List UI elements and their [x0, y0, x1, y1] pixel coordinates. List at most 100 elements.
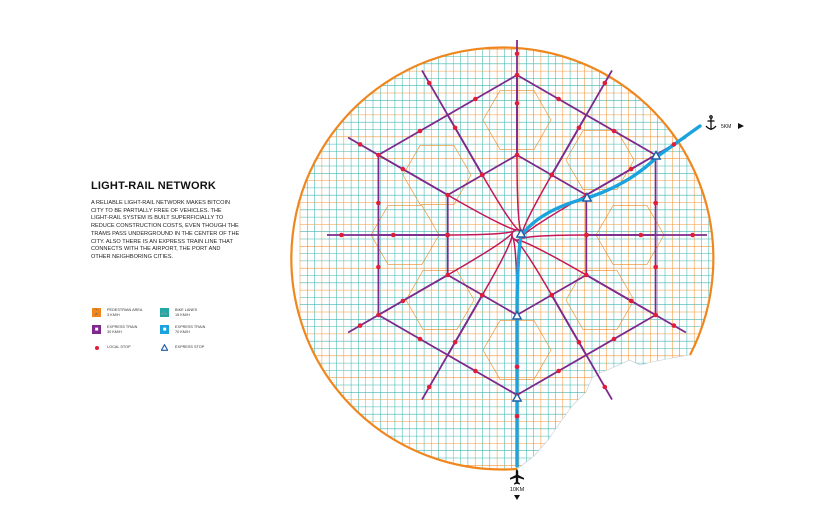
- legend-express-train-70-label: EXPRESS TRAIN 70 KM/H: [175, 325, 206, 334]
- legend-express-train-70: ■ EXPRESS TRAIN 70 KM/H: [160, 325, 205, 334]
- local-stop-dot: [376, 152, 381, 158]
- description-text: A RELIABLE LIGHT-RAIL NETWORK MAKES BITC…: [91, 200, 240, 260]
- express-stop-marker: [515, 228, 527, 238]
- rail-connector: [550, 294, 588, 356]
- local-stop-dot: [514, 152, 520, 158]
- local-stop-dot: [390, 232, 396, 238]
- local-stop-dot: [549, 172, 554, 178]
- local-stop-dot: [426, 80, 432, 86]
- express-stop-marker: [511, 310, 523, 320]
- rail-connector: [585, 274, 657, 316]
- airplane-icon: [510, 469, 524, 485]
- local-stop-dot: [514, 364, 520, 370]
- airport-distance-label: 10KM: [510, 487, 525, 493]
- local-stop-dot: [417, 128, 423, 134]
- express-stop-marker: [650, 150, 662, 160]
- local-stop-dot: [671, 142, 677, 147]
- local-stop-dot: [445, 272, 451, 278]
- express-line: [515, 124, 702, 468]
- neighbourhood-block: [565, 270, 635, 330]
- neighbourhood-block: [482, 320, 552, 380]
- local-stop-dot: [357, 323, 363, 328]
- local-stop-dot: [445, 232, 451, 238]
- local-stop-dot: [653, 264, 658, 270]
- page-title: LIGHT-RAIL NETWORK: [91, 180, 216, 192]
- legend-local-stop: LOCAL STOP: [92, 343, 131, 352]
- local-stop-dot: [426, 384, 432, 390]
- local-stop-dot: [514, 51, 520, 57]
- local-stop-dot: [473, 368, 478, 374]
- local-stop-dot: [671, 323, 677, 328]
- neighbourhood-block: [482, 90, 552, 150]
- arrow-right-icon: [738, 123, 744, 129]
- tram-icon: ■: [92, 325, 101, 334]
- legend-bike-label: BIKE LANES 15 KM/H: [175, 308, 198, 317]
- local-stop-dot: [514, 101, 520, 106]
- local-stop-dot: [653, 312, 658, 318]
- rail-connector: [550, 114, 588, 176]
- rail-connector: [377, 154, 449, 196]
- express-stops: [511, 150, 662, 402]
- red-dot-icon: [92, 343, 101, 352]
- rail-connector: [446, 294, 484, 356]
- anchor-icon: [705, 115, 717, 130]
- local-stop-dot: [452, 125, 458, 131]
- legend-bike: 🚲 BIKE LANES 15 KM/H: [160, 308, 197, 317]
- local-stop-dot: [376, 200, 381, 206]
- legend-express-train-30-label: EXPRESS TRAIN 30 KM/H: [107, 325, 138, 334]
- neighbourhood-block: [402, 145, 472, 205]
- bicycle-icon: 🚲: [160, 308, 169, 317]
- local-stop-dot: [628, 166, 634, 172]
- neighbourhood-block: [565, 130, 635, 190]
- local-stop-dot: [400, 166, 406, 172]
- local-stop-dot: [611, 128, 617, 134]
- city-boundary: [290, 46, 715, 471]
- local-stop-dot: [602, 80, 608, 86]
- local-stop-dot: [611, 336, 617, 342]
- triangle-icon: [160, 343, 169, 352]
- legend-pedestrian: 🚶 PEDESTRIAN AREA 3 KM/H: [92, 308, 142, 317]
- local-stop-dot: [400, 298, 406, 304]
- local-stop-dot: [452, 339, 458, 345]
- legend-express-stop-label: EXPRESS STOP: [175, 345, 205, 349]
- local-stop-dot: [417, 336, 423, 342]
- local-stop-dot: [376, 264, 381, 270]
- local-stop-dot: [339, 232, 344, 238]
- local-stops: [339, 51, 695, 419]
- local-stop-dot: [690, 232, 695, 238]
- local-stop-dot: [549, 292, 554, 298]
- local-stop-dot: [514, 72, 520, 78]
- local-stop-dot: [473, 96, 478, 102]
- legend-pedestrian-label: PEDESTRIAN AREA 3 KM/H: [107, 308, 143, 317]
- local-stop-dot: [628, 298, 634, 304]
- rail-connector: [446, 114, 484, 176]
- local-stop-dot: [556, 96, 561, 102]
- local-stop-dot: [576, 339, 582, 345]
- arrow-down-icon: [514, 495, 520, 500]
- legend-express-train-30: ■ EXPRESS TRAIN 30 KM/H: [92, 325, 137, 334]
- local-stop-dot: [576, 125, 582, 131]
- local-stop-dot: [602, 384, 608, 390]
- local-stop-dot: [556, 368, 561, 374]
- local-stop-dot: [638, 232, 644, 238]
- local-stop-dot: [480, 172, 485, 178]
- rail-connector: [585, 154, 657, 196]
- legend-express-stop: EXPRESS STOP: [160, 343, 204, 352]
- express-stop-marker: [511, 392, 523, 402]
- port-distance-label: 5KM: [721, 124, 731, 130]
- walking-person-icon: 🚶: [92, 308, 101, 317]
- local-stop-dot: [480, 292, 485, 298]
- express-stop-marker: [581, 192, 593, 202]
- local-stop-dot: [653, 200, 658, 206]
- local-stop-dot: [514, 413, 520, 419]
- city-boundary-edge: [516, 354, 691, 470]
- rail-connector: [377, 274, 449, 316]
- local-stop-dot: [357, 142, 363, 147]
- local-stop-dot: [584, 232, 589, 238]
- train-icon: ■: [160, 325, 169, 334]
- local-stop-dot: [445, 192, 451, 198]
- local-stop-dot: [584, 272, 589, 278]
- legend-local-stop-label: LOCAL STOP: [107, 345, 131, 349]
- local-stop-dot: [376, 312, 381, 318]
